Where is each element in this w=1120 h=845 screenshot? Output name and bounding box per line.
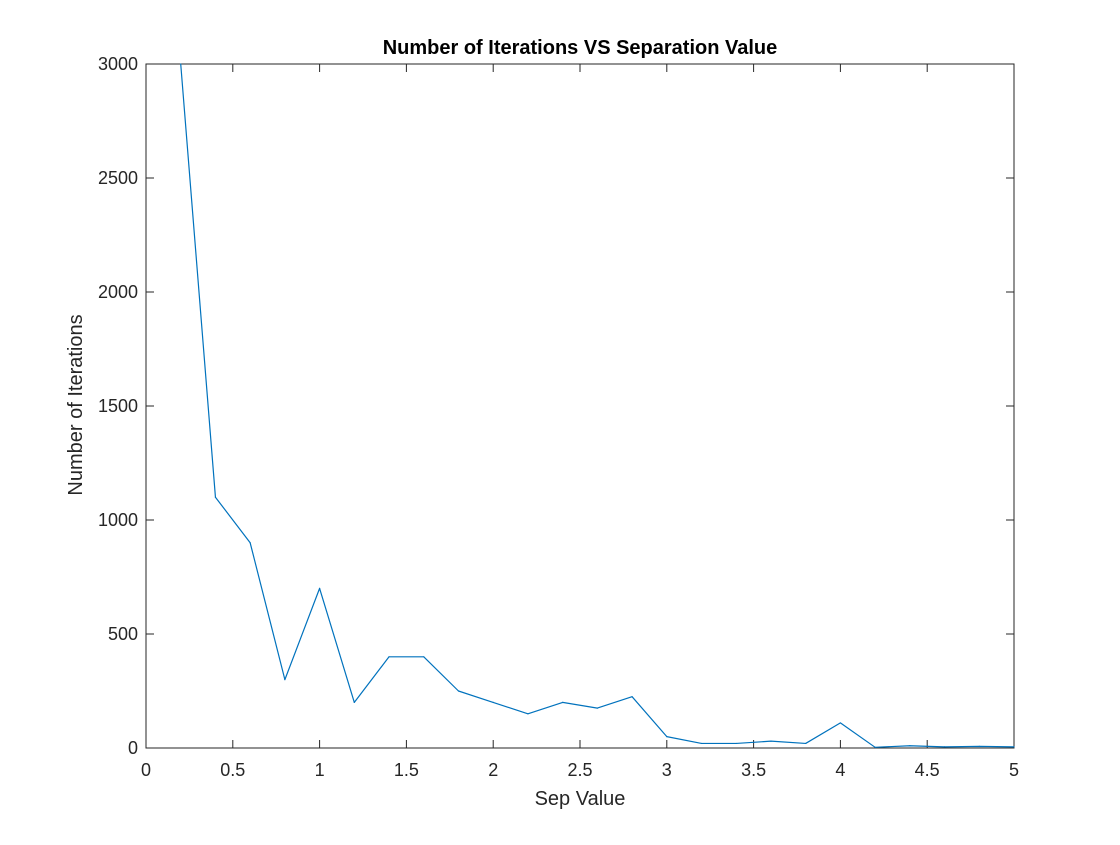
- x-tick-label: 2: [488, 760, 498, 780]
- data-point: [700, 742, 703, 745]
- data-point: [562, 701, 564, 704]
- data-point: [666, 736, 668, 738]
- data-point: [839, 722, 842, 724]
- data-point: [631, 696, 633, 698]
- data-point: [492, 701, 494, 704]
- data-point: [388, 656, 390, 658]
- data-point: [1013, 746, 1015, 748]
- data-point: [735, 742, 737, 745]
- data-point: [596, 707, 598, 709]
- x-axis-label: Sep Value: [535, 788, 626, 810]
- data-point: [943, 746, 946, 748]
- data-point: [909, 745, 911, 747]
- x-tick-label: 3: [662, 760, 672, 780]
- data-point: [423, 656, 425, 658]
- data-point: [770, 740, 772, 742]
- y-tick-label: 3000: [98, 54, 138, 74]
- data-point: [527, 713, 529, 715]
- data-point: [978, 745, 980, 748]
- x-tick-label: 5: [1009, 760, 1019, 780]
- x-tick-label: 4: [835, 760, 845, 780]
- chart-title: Number of Iterations VS Separation Value: [383, 37, 778, 59]
- x-tick-label: 0: [141, 760, 151, 780]
- y-tick-label: 2000: [98, 282, 138, 302]
- data-point: [284, 679, 286, 681]
- x-axis-ticks: 0 0.5 1 1.5 2 2.5 3 3.5 4 4.5 5: [141, 64, 1019, 780]
- y-tick-label: 2500: [98, 168, 138, 188]
- data-point: [874, 746, 876, 748]
- x-tick-label: 0.5: [220, 760, 245, 780]
- data-point: [214, 496, 217, 498]
- x-tick-label: 1.5: [394, 760, 419, 780]
- y-axis-label: Number of Iterations: [65, 314, 87, 495]
- x-tick-label: 2.5: [567, 760, 592, 780]
- data-point: [805, 742, 807, 745]
- series-line: [180, 63, 1015, 748]
- x-tick-label: 4.5: [915, 760, 940, 780]
- x-tick-label: 1: [315, 760, 325, 780]
- data-point: [353, 701, 355, 704]
- y-tick-label: 1500: [98, 396, 138, 416]
- y-tick-label: 0: [128, 738, 138, 758]
- data-point: [319, 587, 321, 590]
- y-tick-label: 500: [108, 624, 138, 644]
- series-layer: [180, 63, 1015, 748]
- data-point: [457, 690, 460, 692]
- data-point: [249, 542, 251, 544]
- data-point: [180, 63, 182, 65]
- y-tick-label: 1000: [98, 510, 138, 530]
- x-tick-label: 3.5: [741, 760, 766, 780]
- y-axis-ticks: 0 500 1000 1500 2000 2500 3000: [98, 54, 1014, 758]
